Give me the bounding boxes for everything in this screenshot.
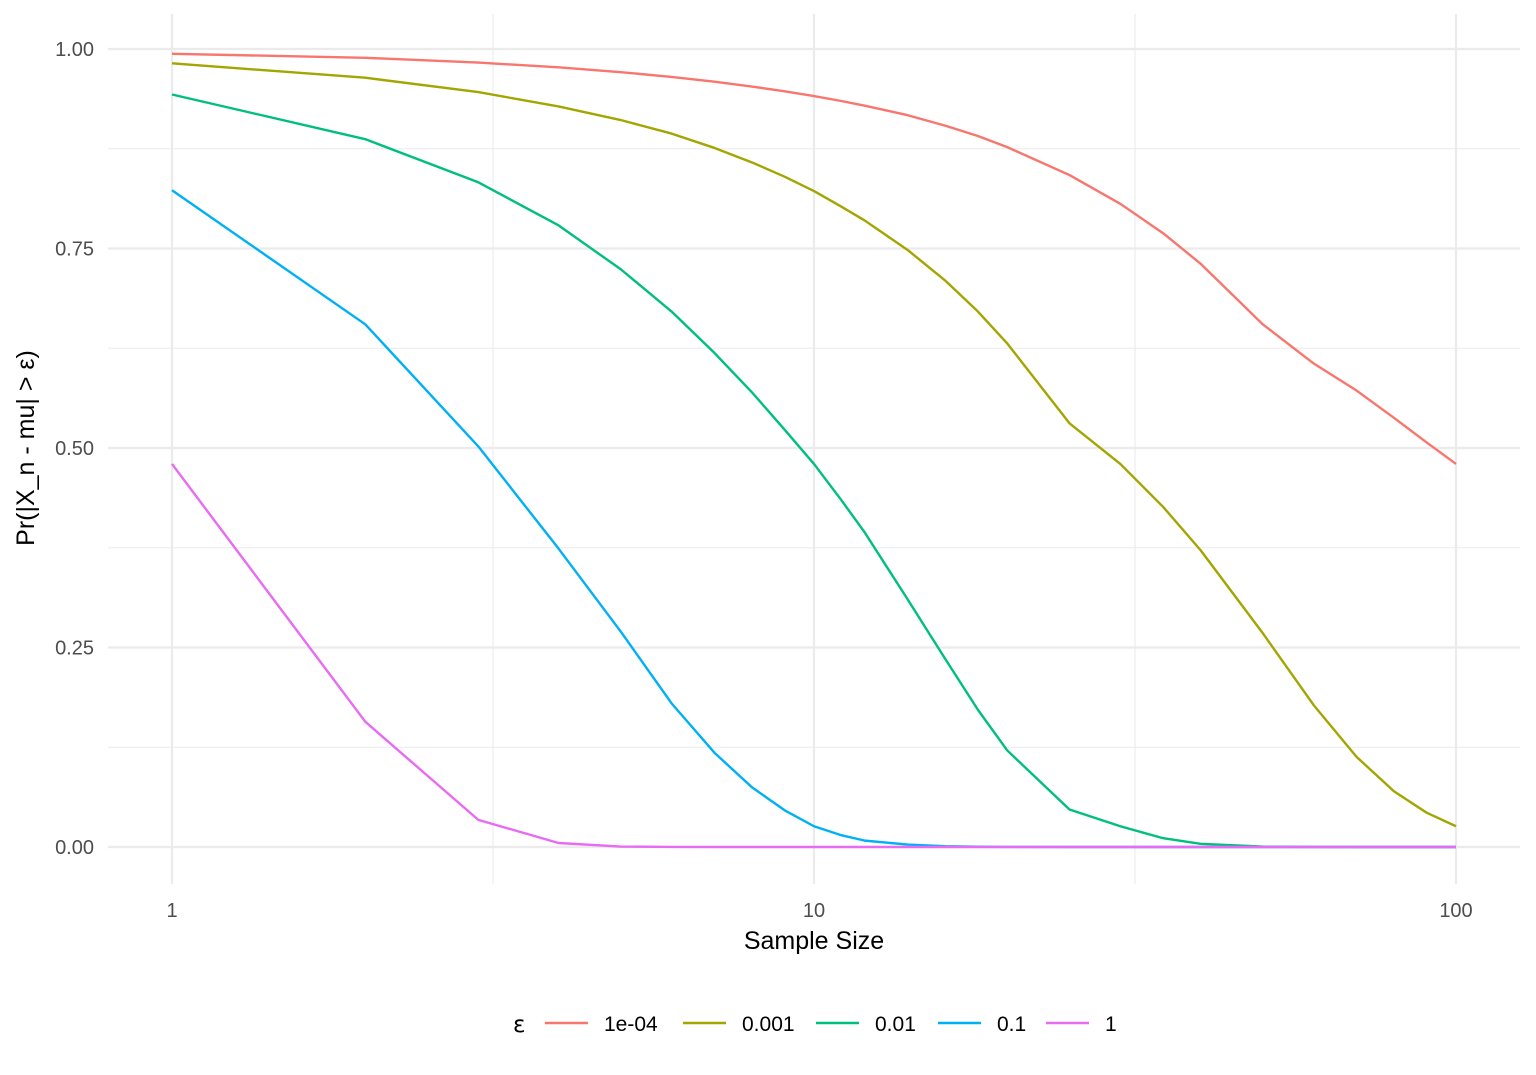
y-tick-label: 0.25 <box>55 638 94 660</box>
legend-label-1e-04: 1e-04 <box>604 1013 658 1036</box>
y-axis-tick-labels: 0.00 0.25 0.50 0.75 1.00 <box>55 39 94 859</box>
series-line-0.001 <box>171 62 1457 828</box>
x-axis-tick-labels: 1 10 100 <box>166 900 1472 922</box>
x-tick-label: 100 <box>1439 900 1472 922</box>
x-tick-label: 10 <box>803 900 825 922</box>
major-gridlines <box>108 14 1520 884</box>
y-tick-label: 0.00 <box>55 837 94 859</box>
x-axis-title: Sample Size <box>744 927 884 955</box>
legend-items: 1e-04 0.001 0.01 0.1 1 <box>545 1013 1117 1036</box>
y-tick-label: 1.00 <box>55 39 94 61</box>
legend-title: ε <box>513 1012 525 1038</box>
series-lines <box>171 52 1457 849</box>
y-axis-title: Pr(|X_n - mu| > ε) <box>12 350 40 546</box>
series-line-1 <box>171 463 1456 849</box>
legend-label-0.001: 0.001 <box>742 1013 795 1036</box>
y-tick-label: 0.50 <box>55 438 94 460</box>
legend-label-1: 1 <box>1105 1013 1117 1036</box>
x-tick-label: 1 <box>166 900 177 922</box>
y-tick-label: 0.75 <box>55 239 94 261</box>
legend-label-0.1: 0.1 <box>997 1013 1026 1036</box>
series-line-1e-04 <box>171 52 1457 465</box>
legend: ε 1e-04 0.001 0.01 0.1 1 <box>513 1012 1117 1038</box>
legend-label-0.01: 0.01 <box>875 1013 916 1036</box>
